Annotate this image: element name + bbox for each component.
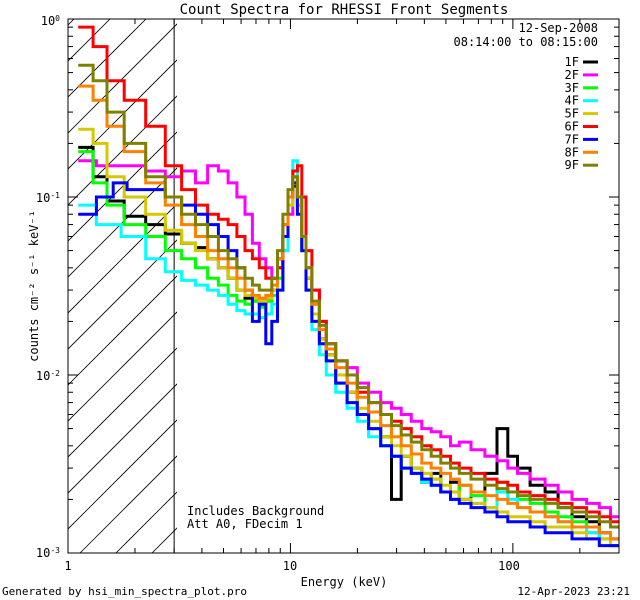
legend-label-1F: 1F — [565, 55, 579, 69]
hatch-line — [260, 0, 640, 553]
series-9F — [78, 63, 619, 529]
hatch-line — [68, 239, 177, 350]
annotation-background: Includes Background — [187, 504, 324, 518]
legend-label-5F: 5F — [565, 107, 579, 121]
footer-generated-by: Generated by hsi_min_spectra_plot.pro — [2, 585, 247, 598]
annotation-attenuator: Att A0, FDecim 1 — [187, 517, 303, 531]
legend-label-2F: 2F — [565, 68, 579, 82]
series-6F — [78, 25, 619, 524]
hatch-line — [68, 131, 177, 242]
series-7F — [78, 181, 619, 548]
x-tick-label-100: 100 — [498, 559, 520, 573]
hatch-line — [68, 347, 177, 458]
hatch-line — [0, 0, 144, 553]
hatch-line — [79, 455, 177, 553]
hatch-line — [68, 311, 177, 422]
chart-title: Count Spectra for RHESSI Front Segments — [180, 2, 509, 18]
plot-frame — [67, 18, 620, 554]
hatch-line — [0, 0, 108, 553]
y-axis-label: counts cm⁻² s⁻¹ keV⁻¹ — [27, 210, 41, 362]
x-tick-label-10: 10 — [283, 559, 297, 573]
legend-label-9F: 9F — [565, 158, 579, 172]
hatch-line — [68, 203, 177, 314]
series-5F — [78, 127, 619, 548]
hatch-line — [68, 19, 147, 98]
y-tick-label-1e0: 100 — [41, 14, 60, 29]
y-tick-label-1e-3: 10-3 — [36, 546, 60, 561]
series-4F — [78, 159, 619, 548]
legend-label-3F: 3F — [565, 81, 579, 95]
hatch-line — [68, 167, 177, 278]
hatch-line — [68, 19, 75, 26]
y-tick-label-1e-2: 10-2 — [36, 369, 60, 384]
axis-ticks — [67, 18, 620, 554]
series-group — [78, 25, 619, 548]
hatch-line — [115, 491, 177, 553]
x-tick-label-1: 1 — [64, 559, 71, 573]
time-range-label: 08:14:00 to 08:15:00 — [454, 35, 599, 49]
hatch-line — [68, 59, 177, 170]
hatch-line — [68, 419, 177, 530]
hatch-line — [68, 19, 111, 62]
legend-label-4F: 4F — [565, 94, 579, 108]
x-axis-label: Energy (keV) — [301, 575, 388, 589]
legend-label-6F: 6F — [565, 120, 579, 134]
legend-label-7F: 7F — [565, 132, 579, 146]
series-8F — [78, 84, 619, 541]
footer-timestamp: 12-Apr-2023 23:21 — [517, 585, 630, 598]
hatched-region — [0, 0, 640, 553]
legend-label-8F: 8F — [565, 145, 579, 159]
hatch-line — [68, 383, 177, 494]
date-label: 12-Sep-2008 — [519, 21, 598, 35]
y-tick-label-1e-1: 10-1 — [36, 191, 60, 206]
